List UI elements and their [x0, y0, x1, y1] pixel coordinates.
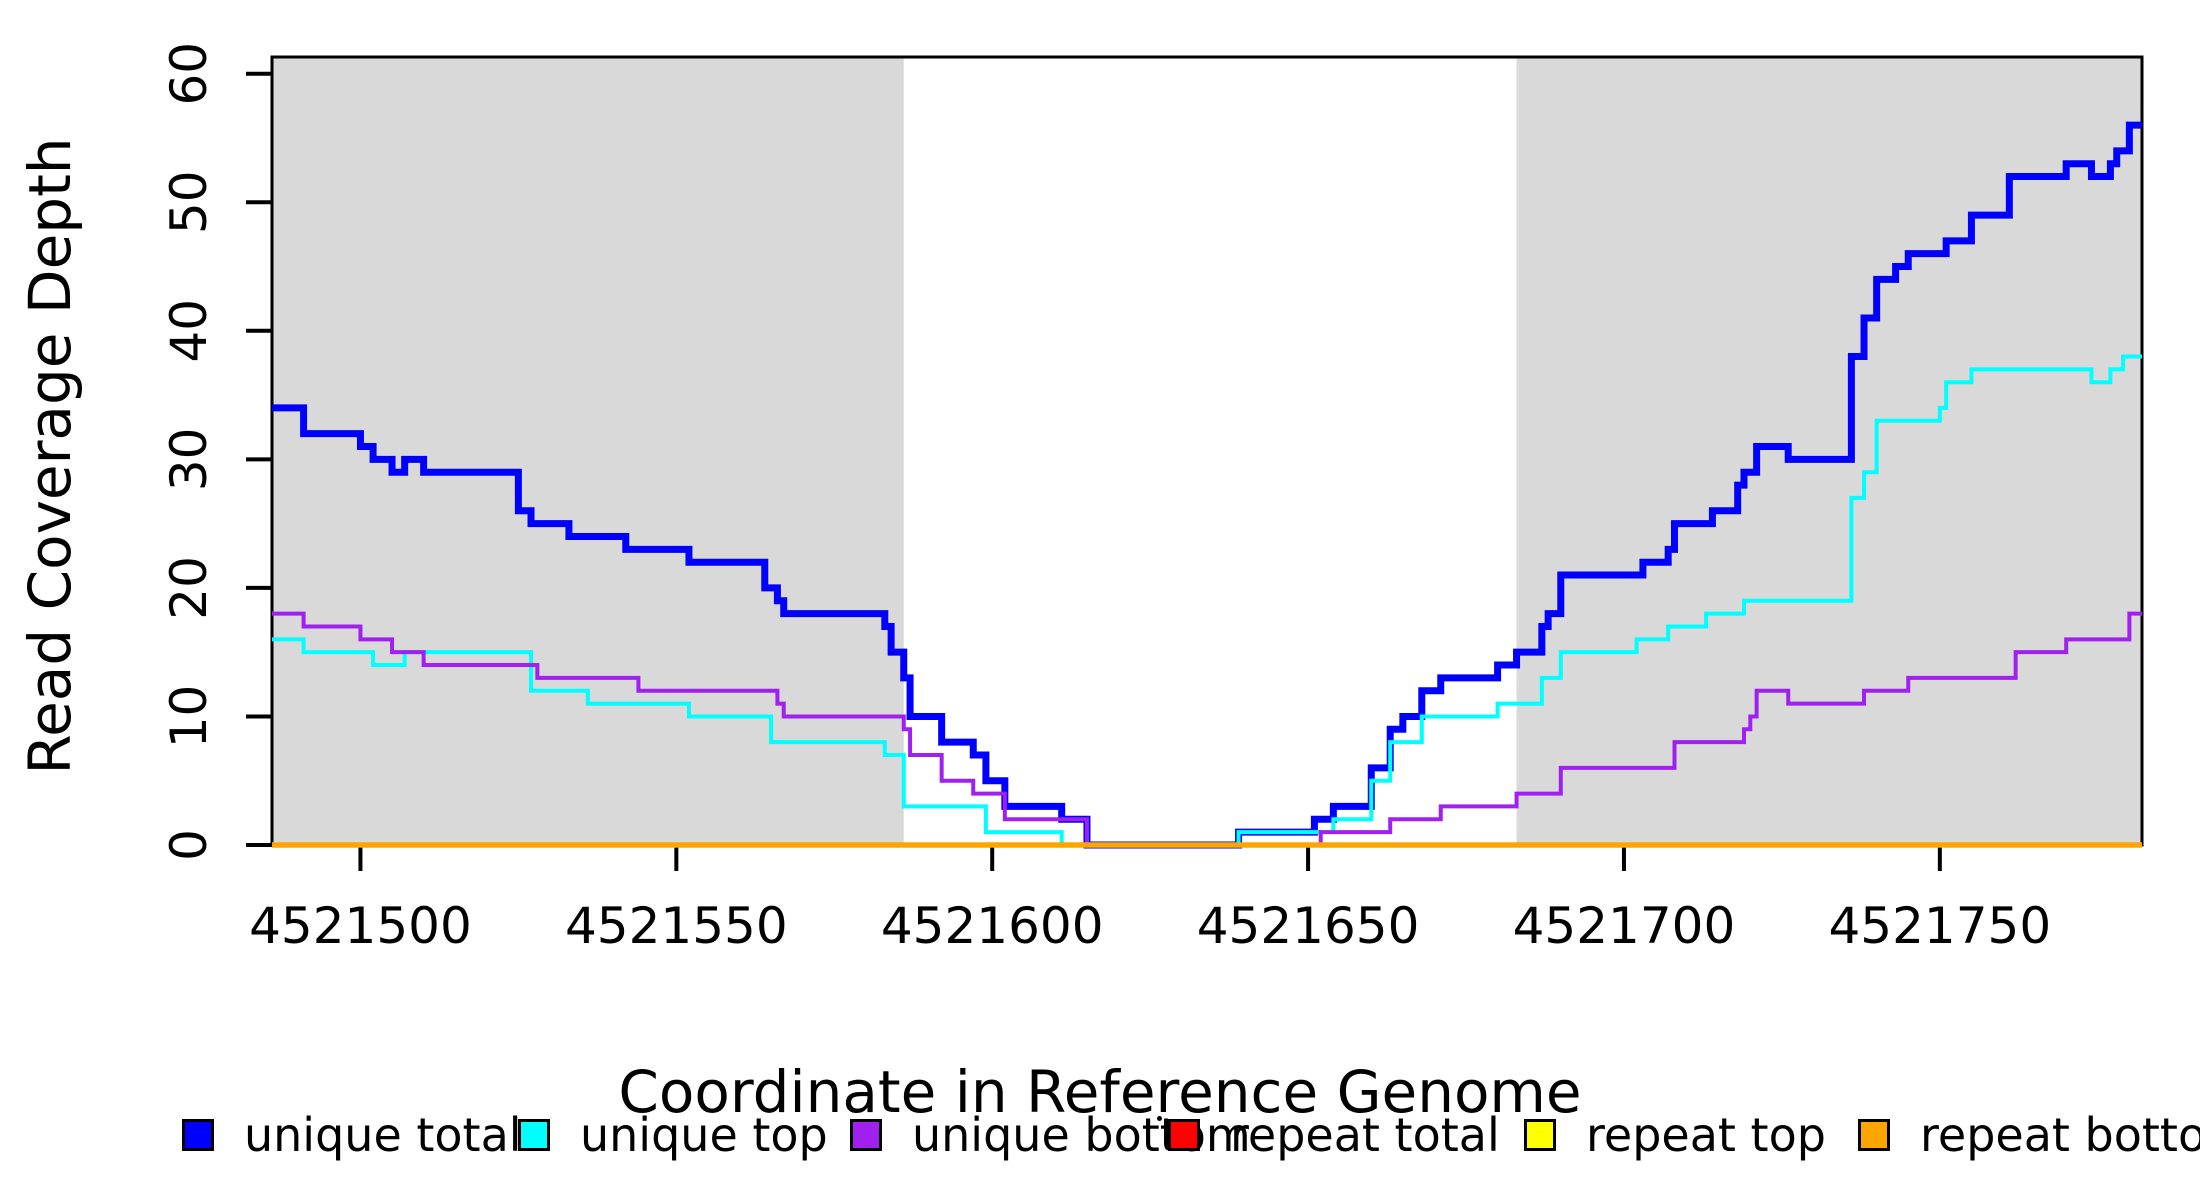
x-axis-title: Coordinate in Reference Genome	[618, 1058, 1582, 1126]
legend-item-unique-total: unique total	[182, 1112, 522, 1158]
legend-swatch-repeat-total	[1168, 1119, 1200, 1151]
legend-label: repeat top	[1586, 1108, 1826, 1162]
x-tick-label: 4521600	[881, 897, 1104, 955]
stray-dot	[1157, 1116, 1162, 1121]
y-tick-label: 30	[160, 428, 218, 492]
y-tick-label: 40	[160, 299, 218, 363]
y-tick-label: 0	[160, 829, 218, 861]
legend-swatch-repeat-top	[1524, 1119, 1556, 1151]
series-unique-top	[272, 354, 2142, 847]
legend-item-repeat-top: repeat top	[1524, 1112, 1826, 1158]
series-unique-total	[272, 121, 2142, 849]
x-tick-label: 4521500	[249, 897, 472, 955]
x-tick-label: 4521750	[1828, 897, 2051, 955]
y-tick-label: 60	[160, 42, 218, 106]
left-gray-region	[272, 57, 904, 845]
legend-item-repeat-bottom: repeat bottom	[1858, 1112, 2200, 1158]
legend-item-repeat-total: repeat total	[1168, 1112, 1500, 1158]
y-tick-label: 20	[160, 556, 218, 620]
legend-label: unique total	[244, 1108, 522, 1162]
legend-swatch-repeat-bottom	[1858, 1119, 1890, 1151]
legend-swatch-unique-total	[182, 1119, 214, 1151]
x-tick-label: 4521650	[1197, 897, 1420, 955]
y-tick-label: 10	[160, 685, 218, 749]
series-unique-bottom	[272, 611, 2142, 847]
right-gray-region	[1516, 57, 2142, 845]
legend-item-unique-top: unique top	[518, 1112, 828, 1158]
y-tick-label: 50	[160, 170, 218, 234]
legend-label: unique top	[580, 1108, 828, 1162]
legend-label: repeat bottom	[1920, 1108, 2200, 1162]
x-tick-label: 4521700	[1513, 897, 1736, 955]
legend-swatch-unique-bottom	[850, 1119, 882, 1151]
legend-label: repeat total	[1230, 1108, 1500, 1162]
legend-swatch-unique-top	[518, 1119, 550, 1151]
y-axis-title: Read Coverage Depth	[16, 137, 84, 775]
x-tick-label: 4521550	[565, 897, 788, 955]
